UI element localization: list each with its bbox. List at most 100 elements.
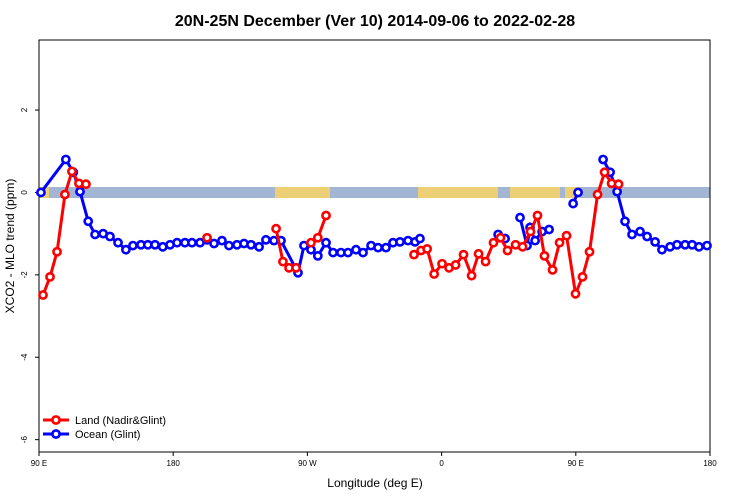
data-point (254, 241, 264, 252)
data-point (38, 290, 48, 300)
band (39, 187, 710, 198)
data-point (271, 223, 281, 234)
data-point (358, 247, 368, 258)
data-point (45, 271, 55, 282)
x-tick-label: 0 (439, 459, 444, 468)
data-point (422, 243, 433, 254)
data-point (395, 236, 405, 247)
data-point (613, 179, 624, 190)
data-point (657, 244, 667, 255)
data-point (488, 237, 499, 248)
data-point (67, 166, 77, 177)
data-point (321, 210, 331, 221)
data-point (409, 249, 419, 260)
x-tick-label: 90 E (31, 459, 47, 468)
land-patch (510, 187, 560, 198)
x-tick-label: 180 (167, 459, 181, 468)
x-tick-label: 90 W (298, 459, 317, 468)
legend-label: Land (Nadir&Glint) (75, 415, 166, 427)
data-point (291, 262, 301, 273)
data-point (36, 187, 46, 198)
data-point (568, 198, 579, 209)
data-point (415, 233, 425, 244)
data-point (530, 235, 540, 246)
data-point (554, 237, 565, 248)
data-point (584, 246, 595, 257)
data-point (702, 240, 712, 251)
data-point (612, 186, 623, 197)
data-point (261, 234, 271, 245)
data-point (209, 238, 219, 249)
data-point (620, 216, 630, 227)
data-point (672, 239, 682, 250)
data-point (570, 288, 581, 299)
land-band (39, 187, 710, 198)
data-point (532, 210, 543, 221)
data-point (321, 237, 331, 248)
data-point (75, 186, 85, 197)
data-point (599, 167, 610, 178)
y-axis-label: XCO2 - MLO trend (ppm) (3, 179, 17, 314)
data-point (246, 239, 256, 250)
data-point (105, 231, 115, 242)
data-point (306, 237, 316, 248)
data-point (480, 256, 491, 267)
data-point (473, 248, 484, 259)
land-patch (418, 187, 498, 198)
data-point (547, 264, 558, 275)
data-point (52, 246, 62, 257)
data-point (312, 232, 323, 243)
data-point (592, 189, 603, 200)
y-tick-label: -6 (20, 436, 29, 444)
data-point (577, 271, 588, 282)
data-point (517, 241, 528, 252)
legend-marker (51, 429, 61, 439)
data-point (515, 212, 525, 223)
x-axis-label: Longitude (deg E) (327, 476, 422, 490)
data-point (278, 256, 288, 267)
data-point (458, 249, 469, 260)
legend-label: Ocean (Glint) (75, 429, 140, 441)
data-point (81, 179, 91, 190)
y-tick-label: 2 (20, 107, 29, 112)
data-point (381, 242, 391, 253)
land-patch (275, 187, 330, 198)
data-point (650, 236, 661, 247)
x-tick-label: 180 (703, 459, 717, 468)
y-tick-label: 0 (20, 190, 29, 195)
data-point (312, 250, 323, 261)
data-point (172, 237, 182, 248)
data-point (502, 245, 513, 256)
data-point (217, 235, 227, 246)
data-point (60, 189, 70, 200)
data-point (561, 230, 572, 241)
y-tick-label: -2 (20, 271, 29, 279)
data-point (573, 187, 583, 198)
data-point (450, 260, 461, 270)
data-point (224, 240, 234, 251)
data-point (187, 237, 197, 248)
data-point (642, 231, 652, 242)
data-point (60, 154, 71, 165)
data-point (328, 247, 338, 258)
data-point (437, 258, 447, 269)
data-point (429, 269, 440, 279)
chart-title: 20N-25N December (Ver 10) 2014-09-06 to … (175, 13, 575, 30)
data-point (90, 229, 100, 240)
data-point (466, 270, 477, 281)
data-point (544, 224, 555, 235)
land-patch (565, 187, 580, 198)
data-point (373, 242, 383, 253)
data-point (598, 154, 608, 165)
data-point (113, 237, 123, 248)
y-tick-label: -4 (20, 353, 29, 361)
data-point (525, 226, 536, 237)
data-point (150, 239, 160, 250)
legend-marker (51, 415, 61, 425)
data-point (121, 244, 131, 255)
data-point (128, 240, 138, 251)
data-point (539, 250, 550, 261)
x-tick-label: 90 E (568, 459, 584, 468)
data-point (694, 241, 704, 252)
